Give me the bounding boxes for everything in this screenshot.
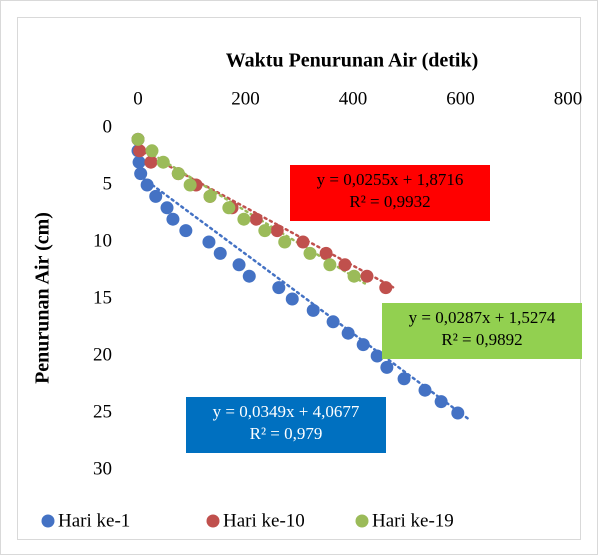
y-tick-label: 15 [93,287,112,308]
point [303,246,317,260]
x-tick-label: 200 [231,88,260,109]
x-tick-label: 800 [554,88,583,109]
point [278,235,292,249]
legend-marker [355,514,369,528]
point [323,258,337,272]
legend-label: Hari ke-10 [223,510,305,531]
point [145,144,159,158]
point [202,235,216,249]
point [134,167,148,181]
y-tick-label: 5 [103,173,113,194]
point [232,258,246,272]
trendline-label: R² = 0,9892 [441,330,522,349]
point [285,292,299,306]
point [347,269,361,283]
point [183,178,197,192]
y-tick-label: 30 [93,458,112,479]
point [319,246,333,260]
trendline-label-box [382,303,582,359]
y-axis-label: Penurunan Air (cm) [32,212,54,384]
point [203,189,217,203]
point [338,258,352,272]
trendline-label: y = 0,0349x + 4,0677 [213,402,360,421]
x-tick-label: 400 [339,88,368,109]
point [326,315,340,329]
point [242,269,256,283]
x-tick-label: 0 [133,88,143,109]
point [272,281,286,295]
y-tick-label: 0 [103,116,113,137]
point [249,212,263,226]
point [171,167,185,181]
legend-label: Hari ke-1 [58,510,130,531]
point [380,360,394,374]
trendline-label-box [186,397,386,453]
point [258,224,272,238]
chart-area [17,17,581,540]
legend-marker [206,514,220,528]
trendline-label: R² = 0,9932 [349,192,430,211]
legend-label: Hari ke-19 [372,510,454,531]
point [237,212,251,226]
point [140,178,154,192]
x-tick-label: 600 [446,88,475,109]
trendline-label-box [290,165,490,221]
point [360,269,374,283]
chart-title: Waktu Penurunan Air (detik) [226,50,478,72]
trendline-label: y = 0,0287x + 1,5274 [409,308,556,327]
legend-marker [41,514,55,528]
point [296,235,310,249]
y-tick-label: 20 [93,344,112,365]
point [132,155,146,169]
point [306,303,320,317]
point [451,406,465,420]
point [156,155,170,169]
point [149,189,163,203]
point [131,132,145,146]
trendline [136,173,470,421]
point [222,201,236,215]
point [160,201,174,215]
point [356,338,370,352]
point [434,395,448,409]
point [213,246,227,260]
y-tick-label: 25 [93,401,112,422]
trendline-label: y = 0,0255x + 1,8716 [317,170,464,189]
point [418,383,432,397]
point [179,224,193,238]
point [133,144,147,158]
point [166,212,180,226]
point [341,326,355,340]
point [379,281,393,295]
point [370,349,384,363]
point [397,372,411,386]
y-tick-label: 10 [93,230,112,251]
trendline-label: R² = 0,979 [250,424,323,443]
point [144,155,158,169]
point [270,224,284,238]
